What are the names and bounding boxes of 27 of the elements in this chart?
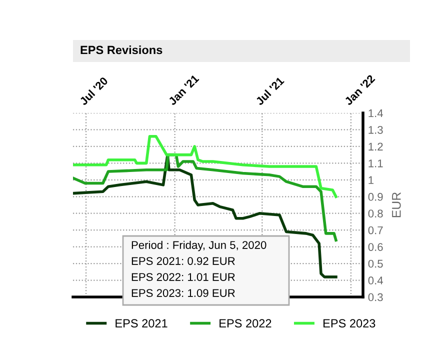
y-tick-label: 0.5: [368, 260, 383, 268]
annotation: EPS 2022: 1.01 EUR: [132, 273, 235, 281]
y-tick-label: 0.6: [368, 243, 383, 251]
annotation: EPS 2023: 1.09 EUR: [132, 289, 235, 297]
chart-title: EPS Revisions: [80, 46, 162, 54]
line-series: [73, 153, 338, 242]
x-tick-label: Jul '21: [254, 76, 285, 106]
line-series: [73, 135, 338, 198]
annotation: EPS 2021: 0.92 EUR: [132, 257, 235, 265]
y-tick-label: 1.3: [368, 126, 383, 134]
legend-label: EPS 2023: [324, 319, 376, 328]
y-tick-label: 1.2: [368, 142, 383, 150]
legend-label: EPS 2022: [220, 319, 272, 328]
y-tick-label: 0.7: [368, 226, 383, 234]
y-tick-label: 1.4: [368, 109, 383, 118]
x-tick-label: Jan '21: [168, 74, 200, 106]
y-tick-label: 0.9: [368, 192, 383, 201]
y-tick-label: 0.3: [368, 293, 383, 302]
legend-label: EPS 2021: [116, 319, 168, 328]
y-tick-label: 1.1: [368, 160, 383, 168]
annotation: Period : Friday, Jun 5, 2020: [132, 240, 266, 252]
y-axis-title: EUR: [392, 192, 401, 218]
y-tick-label: 1: [368, 176, 374, 184]
x-tick-label: Jul '20: [78, 76, 108, 106]
y-tick-label: 0.4: [368, 276, 383, 284]
x-tick-label: Jan '22: [344, 74, 376, 106]
y-tick-label: 0.8: [368, 210, 383, 218]
